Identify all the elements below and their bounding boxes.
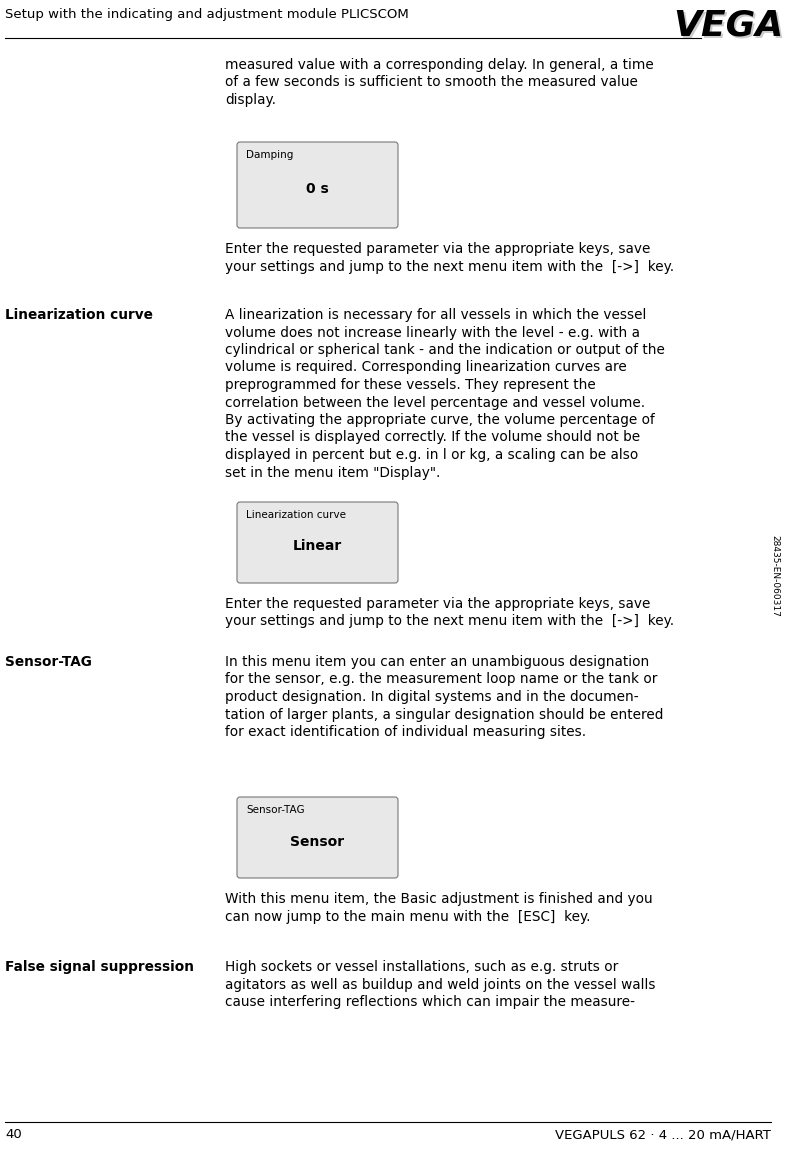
FancyBboxPatch shape bbox=[237, 502, 398, 583]
Text: 40: 40 bbox=[5, 1128, 21, 1140]
Text: High sockets or vessel installations, such as e.g. struts or: High sockets or vessel installations, su… bbox=[225, 960, 619, 973]
Text: tation of larger plants, a singular designation should be entered: tation of larger plants, a singular desi… bbox=[225, 707, 664, 721]
Text: correlation between the level percentage and vessel volume.: correlation between the level percentage… bbox=[225, 395, 645, 409]
Text: VEGA: VEGA bbox=[675, 10, 785, 44]
Text: your settings and jump to the next menu item with the  [->]  key.: your settings and jump to the next menu … bbox=[225, 259, 674, 273]
Text: Enter the requested parameter via the appropriate keys, save: Enter the requested parameter via the ap… bbox=[225, 242, 650, 256]
Text: False signal suppression: False signal suppression bbox=[5, 960, 194, 973]
Text: With this menu item, the Basic adjustment is finished and you: With this menu item, the Basic adjustmen… bbox=[225, 892, 653, 905]
Text: the vessel is displayed correctly. If the volume should not be: the vessel is displayed correctly. If th… bbox=[225, 431, 640, 445]
Text: Setup with the indicating and adjustment module PLICSCOM: Setup with the indicating and adjustment… bbox=[5, 8, 409, 21]
Text: Sensor-TAG: Sensor-TAG bbox=[5, 655, 92, 669]
Text: set in the menu item "Display".: set in the menu item "Display". bbox=[225, 465, 441, 479]
Text: By activating the appropriate curve, the volume percentage of: By activating the appropriate curve, the… bbox=[225, 414, 655, 427]
Text: Linearization curve: Linearization curve bbox=[246, 510, 346, 520]
Text: display.: display. bbox=[225, 93, 276, 107]
Text: measured value with a corresponding delay. In general, a time: measured value with a corresponding dela… bbox=[225, 58, 653, 71]
Text: can now jump to the main menu with the  [ESC]  key.: can now jump to the main menu with the [… bbox=[225, 909, 591, 924]
Text: Sensor: Sensor bbox=[290, 834, 345, 849]
Text: cause interfering reflections which can impair the measure-: cause interfering reflections which can … bbox=[225, 995, 635, 1009]
Text: 28435-EN-060317: 28435-EN-060317 bbox=[770, 535, 779, 617]
Text: agitators as well as buildup and weld joints on the vessel walls: agitators as well as buildup and weld jo… bbox=[225, 978, 656, 992]
Text: for exact identification of individual measuring sites.: for exact identification of individual m… bbox=[225, 725, 586, 738]
Text: your settings and jump to the next menu item with the  [->]  key.: your settings and jump to the next menu … bbox=[225, 614, 674, 629]
Text: In this menu item you can enter an unambiguous designation: In this menu item you can enter an unamb… bbox=[225, 655, 649, 669]
FancyBboxPatch shape bbox=[237, 797, 398, 878]
Text: Linearization curve: Linearization curve bbox=[5, 308, 153, 323]
Text: A linearization is necessary for all vessels in which the vessel: A linearization is necessary for all ves… bbox=[225, 308, 646, 323]
Text: VEGA: VEGA bbox=[673, 8, 783, 41]
Text: Linear: Linear bbox=[293, 539, 343, 553]
Text: preprogrammed for these vessels. They represent the: preprogrammed for these vessels. They re… bbox=[225, 378, 596, 392]
Text: Sensor-TAG: Sensor-TAG bbox=[246, 805, 305, 814]
Text: 0 s: 0 s bbox=[306, 182, 329, 196]
Text: product designation. In digital systems and in the documen-: product designation. In digital systems … bbox=[225, 690, 638, 704]
Text: displayed in percent but e.g. in l or kg, a scaling can be also: displayed in percent but e.g. in l or kg… bbox=[225, 448, 638, 462]
FancyBboxPatch shape bbox=[237, 142, 398, 228]
Text: VEGAPULS 62 · 4 ... 20 mA/HART: VEGAPULS 62 · 4 ... 20 mA/HART bbox=[555, 1128, 771, 1140]
Text: Damping: Damping bbox=[246, 150, 293, 160]
Text: Enter the requested parameter via the appropriate keys, save: Enter the requested parameter via the ap… bbox=[225, 597, 650, 611]
Text: of a few seconds is sufficient to smooth the measured value: of a few seconds is sufficient to smooth… bbox=[225, 76, 638, 90]
Text: cylindrical or spherical tank - and the indication or output of the: cylindrical or spherical tank - and the … bbox=[225, 343, 665, 357]
Text: volume does not increase linearly with the level - e.g. with a: volume does not increase linearly with t… bbox=[225, 326, 640, 340]
Text: for the sensor, e.g. the measurement loop name or the tank or: for the sensor, e.g. the measurement loo… bbox=[225, 673, 657, 687]
Text: volume is required. Corresponding linearization curves are: volume is required. Corresponding linear… bbox=[225, 361, 626, 374]
